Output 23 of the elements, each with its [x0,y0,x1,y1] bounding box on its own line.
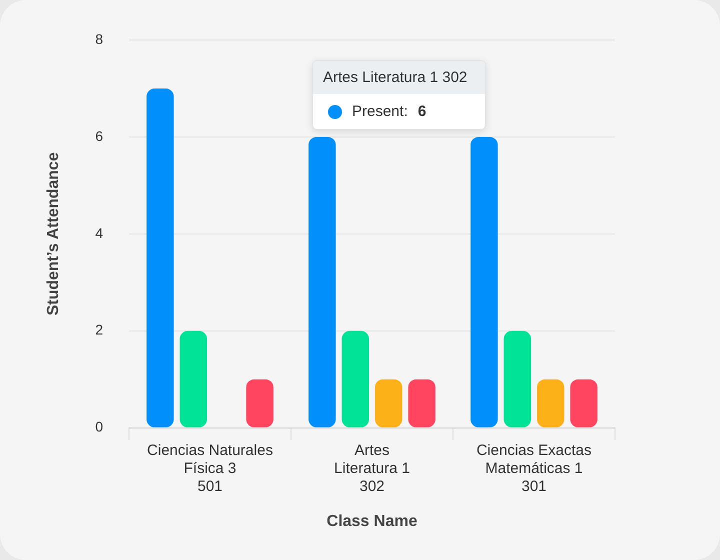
y-tick-label: 8 [95,30,104,47]
y-tick-label: 0 [95,418,104,435]
bar [308,136,336,428]
bar [504,330,532,428]
y-tick-label: 2 [95,322,104,338]
bar [246,379,274,428]
bar [146,88,174,428]
bar [408,379,436,428]
y-tick-label: 6 [95,128,104,144]
bar [470,136,498,428]
x-axis-title: Class Name [326,512,418,530]
x-tick-label: Ciencias Naturales Física 3 501 [147,442,273,495]
x-tick-label: Ciencias Exactas Matemáticas 1 301 [476,442,592,495]
bar [374,379,402,428]
y-axis-title: Student’s Attendance [45,152,62,316]
bar [570,379,598,428]
annotation: Artes Literatura 1 302 [313,61,485,94]
annotation: Present: 6 [352,103,426,120]
bar [342,330,370,428]
bar [536,379,564,428]
x-tick-label: Artes Literatura 1 302 [334,442,410,495]
bar [180,330,207,428]
y-tick-label: 4 [95,224,104,241]
